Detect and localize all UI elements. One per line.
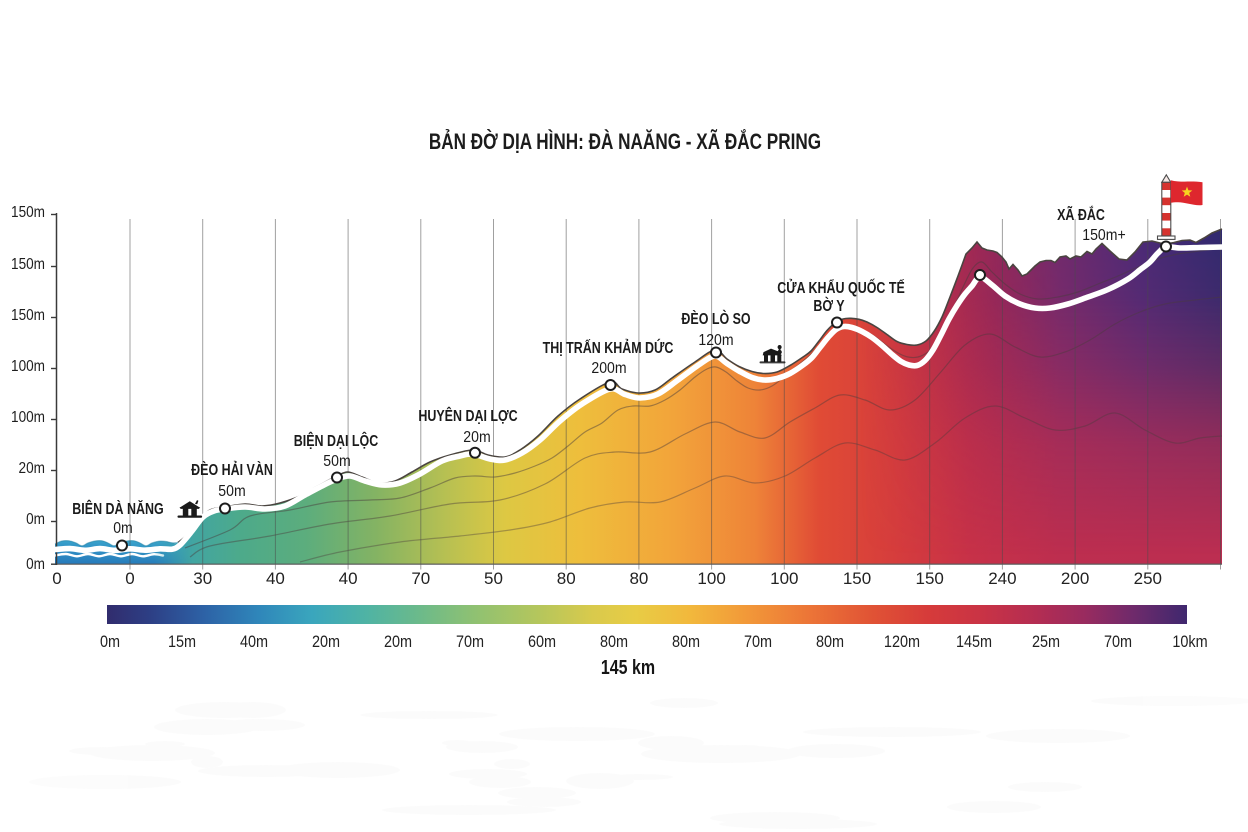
svg-text:80m: 80m	[600, 633, 628, 651]
svg-text:20m: 20m	[384, 633, 412, 651]
svg-text:CỬA KHẨU QUỐC TẾ: CỬA KHẨU QUỐC TẾ	[777, 277, 905, 297]
svg-text:80: 80	[629, 569, 648, 588]
svg-text:40m: 40m	[240, 633, 268, 651]
svg-text:145 km: 145 km	[601, 656, 655, 678]
svg-text:50: 50	[484, 569, 503, 588]
svg-text:80: 80	[557, 569, 576, 588]
svg-text:ĐÈO LÒ SO: ĐÈO LÒ SO	[681, 308, 750, 328]
svg-text:BIỆN DẠI LỘC: BIỆN DẠI LỘC	[294, 430, 378, 450]
svg-text:150m: 150m	[11, 307, 45, 324]
svg-text:100m: 100m	[11, 409, 45, 426]
svg-text:80m: 80m	[672, 633, 700, 651]
svg-text:100: 100	[697, 569, 725, 588]
svg-text:40: 40	[339, 569, 358, 588]
svg-text:100: 100	[770, 569, 798, 588]
svg-text:0m: 0m	[26, 511, 45, 528]
svg-text:25m: 25m	[1032, 633, 1060, 651]
svg-text:70m: 70m	[456, 633, 484, 651]
svg-text:BỜ Y: BỜ Y	[813, 295, 845, 315]
svg-text:70m: 70m	[1104, 633, 1132, 651]
svg-text:30: 30	[193, 569, 212, 588]
svg-text:200: 200	[1061, 569, 1089, 588]
svg-text:100m: 100m	[11, 358, 45, 375]
svg-text:150m: 150m	[11, 204, 45, 221]
svg-text:80m: 80m	[816, 633, 844, 651]
svg-text:BẢN ĐỜ DỊA HÌNH: ĐÀ NAĂNG - XÃ: BẢN ĐỜ DỊA HÌNH: ĐÀ NAĂNG - XÃ ĐẮC PRING	[429, 128, 821, 155]
svg-text:0m: 0m	[26, 556, 45, 573]
svg-text:THỊ TRẤN KHẢM DỨC: THỊ TRẤN KHẢM DỨC	[543, 337, 674, 357]
svg-text:0: 0	[52, 569, 61, 588]
svg-text:0: 0	[125, 569, 134, 588]
svg-text:20m: 20m	[19, 460, 45, 477]
svg-text:0m: 0m	[113, 519, 133, 537]
svg-text:70: 70	[411, 569, 430, 588]
svg-text:HUYÊN DẠI LỢC: HUYÊN DẠI LỢC	[418, 405, 517, 425]
svg-text:250: 250	[1134, 569, 1162, 588]
svg-text:60m: 60m	[528, 633, 556, 651]
svg-text:40: 40	[266, 569, 285, 588]
svg-text:200m: 200m	[591, 359, 626, 377]
svg-text:ĐÈO HẢI VÀN: ĐÈO HẢI VÀN	[191, 461, 273, 480]
svg-text:150: 150	[843, 569, 871, 588]
svg-text:50m: 50m	[218, 482, 245, 500]
svg-text:150m+: 150m+	[1082, 226, 1126, 244]
svg-text:70m: 70m	[744, 633, 772, 651]
svg-text:145m: 145m	[956, 633, 992, 651]
svg-text:150: 150	[916, 569, 944, 588]
svg-text:150m: 150m	[11, 256, 45, 273]
svg-text:15m: 15m	[168, 633, 196, 651]
svg-text:20m: 20m	[463, 428, 490, 446]
svg-text:BIÊN DÀ NĂNG: BIÊN DÀ NĂNG	[72, 498, 163, 518]
svg-text:10km: 10km	[1172, 633, 1207, 651]
svg-text:XÃ ĐẮC: XÃ ĐẮC	[1057, 204, 1105, 224]
svg-text:120m: 120m	[884, 633, 920, 651]
svg-text:50m: 50m	[323, 452, 350, 470]
svg-text:0m: 0m	[100, 633, 120, 651]
svg-text:240: 240	[988, 569, 1016, 588]
svg-text:120m: 120m	[698, 331, 733, 349]
svg-text:20m: 20m	[312, 633, 340, 651]
